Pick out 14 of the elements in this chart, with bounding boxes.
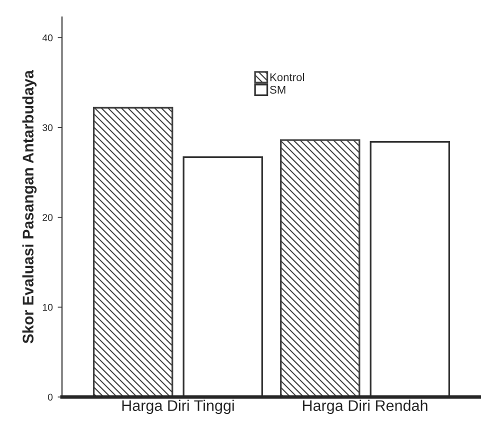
legend-label: Kontrol xyxy=(270,73,304,82)
y-tick-label: 10 xyxy=(42,304,53,311)
y-tick-label: 0 xyxy=(48,394,53,401)
bar xyxy=(182,156,263,397)
y-tick-label: 30 xyxy=(42,124,53,132)
y-tick-label: 40 xyxy=(42,34,53,42)
y-axis-title: Skor Evaluasi Pasangan Antarbudaya xyxy=(22,70,37,344)
bar xyxy=(280,139,360,397)
bar xyxy=(92,106,174,397)
y-tick-label: 20 xyxy=(42,214,53,221)
bar xyxy=(370,141,450,397)
x-tick-label: Harga Diri Rendah xyxy=(303,400,428,414)
legend-label: SM xyxy=(270,86,286,94)
x-tick-label: Harga Diri Tinggi xyxy=(122,400,234,414)
